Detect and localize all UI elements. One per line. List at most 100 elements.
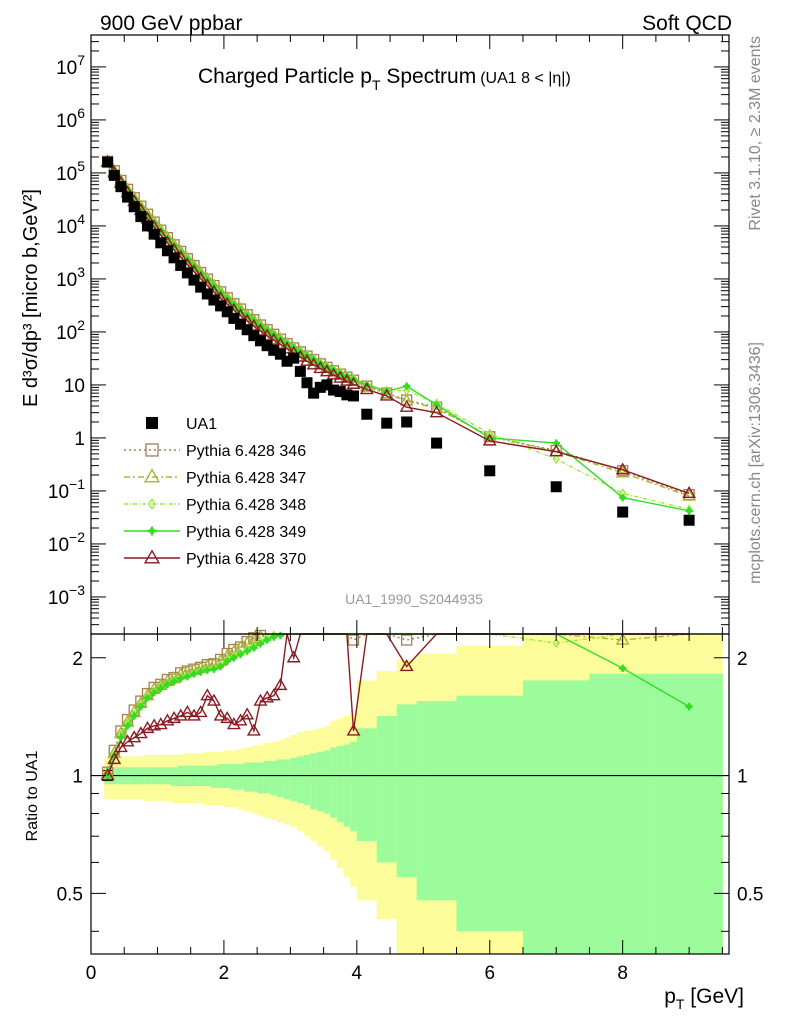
ratio-2-point-43 [552, 637, 560, 649]
ratio-4-point-11 [173, 708, 188, 721]
chart-title-main: Charged Particle p [198, 65, 372, 88]
data-point-25 [268, 344, 280, 356]
ratio-4-point-21 [240, 707, 255, 720]
ratio-4-point-28 [286, 650, 301, 663]
y-tick-label-6: 103 [56, 264, 85, 291]
ratio-3-point-17-ring [217, 663, 224, 670]
band-green-44 [589, 673, 657, 954]
data-point-43 [550, 481, 562, 493]
band-green-38 [356, 728, 378, 842]
legend-label-3: Pythia 6.428 348 [186, 497, 306, 514]
band-green-41 [416, 701, 458, 901]
data-point-3 [122, 191, 134, 203]
band-green-28 [290, 757, 298, 802]
uncertainty-bands [91, 634, 729, 954]
x-axis-label-sub: T [676, 996, 685, 1012]
x-tick-label-2: 4 [352, 963, 363, 984]
data-point-32 [314, 381, 326, 393]
y-tick-label-2: 10−1 [48, 476, 85, 503]
data-point-39 [381, 417, 393, 429]
side-label-mcplots: mcplots.cern.ch [arXiv:1306.3436] [747, 342, 764, 584]
data-point-37 [348, 390, 360, 402]
ratio-3-point-45-ring [686, 703, 692, 710]
data-point-0 [102, 156, 114, 168]
series-4-point-39 [379, 388, 394, 401]
ratio-4-point-3 [120, 734, 135, 747]
data-point-8 [155, 237, 167, 249]
band-green-33 [323, 750, 331, 814]
ratio-3-point-20-ring [237, 651, 244, 658]
data-point-1 [108, 169, 120, 181]
legend-label-2: Pythia 6.428 347 [186, 470, 306, 487]
ratio-tick-label-left-0: 0.5 [57, 884, 83, 905]
ratio-4-point-1 [107, 751, 122, 765]
header-left: 900 GeV ppbar [100, 12, 242, 35]
series-3-point-44-ring [620, 494, 626, 501]
band-green-24 [263, 760, 271, 794]
ratio-4-point-19 [226, 717, 241, 730]
series-3-point-40-ring [404, 383, 410, 389]
band-green-10 [170, 767, 178, 787]
ratio-4-point-40 [399, 659, 414, 672]
x-axis-label: pT [GeV] [664, 985, 744, 1012]
data-point-21 [241, 324, 253, 336]
data-point-4 [128, 201, 140, 213]
ratio-3-point-18-ring [224, 658, 230, 664]
main-frame [90, 34, 730, 635]
header-right: Soft QCD [642, 12, 732, 35]
legend-label-0: UA1 [186, 416, 217, 433]
y-tick-label-0: 10−3 [48, 582, 85, 609]
ratio-tick-label-right-2: 2 [737, 649, 748, 670]
y-tick-label-4: 10 [64, 376, 85, 397]
data-point-13 [188, 274, 200, 286]
ratio-3-point-44-ring [620, 665, 626, 671]
series-4-point-35 [333, 370, 348, 383]
legend-marker-4 [147, 526, 157, 536]
band-green-35 [336, 746, 345, 823]
series-3-point-19-ring [231, 301, 237, 308]
analysis-id: UA1_1990_S2044935 [345, 591, 483, 607]
ratio-3-point-2-ring [118, 734, 124, 741]
series-4-point-41 [429, 405, 444, 418]
legend-marker-2 [143, 468, 161, 483]
ratio-0-point-40 [401, 634, 413, 646]
series-1-point-44 [615, 465, 630, 478]
ratio-4-point-18 [220, 710, 235, 724]
data-point-22 [248, 330, 260, 342]
ratio-3-point-4-ring [131, 713, 137, 719]
data-point-15 [201, 288, 213, 300]
ratio-4-point-13 [187, 708, 201, 721]
series-2-point-43 [552, 453, 560, 465]
chart-title-note: (UA1 8 < |η|) [480, 70, 571, 87]
data-point-31 [308, 387, 320, 399]
band-green-16 [210, 765, 218, 788]
x-axis-label-unit: [GeV] [684, 985, 744, 1008]
data-point-11 [175, 259, 187, 271]
band-green-23 [257, 762, 265, 794]
data-point-33 [321, 379, 333, 391]
ratio-4-point-0 [100, 768, 115, 781]
ratio-4-point-22 [246, 723, 261, 736]
ratio-3-point-16-ring [211, 666, 217, 672]
data-point-18 [221, 306, 233, 318]
ratio-tick-label-right-1: 1 [737, 767, 748, 788]
data-point-27 [281, 355, 293, 367]
data-point-29 [294, 365, 306, 377]
x-axis-label-main: p [664, 985, 676, 1008]
band-green-32 [316, 751, 325, 812]
ratio-3-point-24-ring [264, 637, 270, 643]
band-green-25 [270, 760, 278, 796]
series-4-point-40 [399, 399, 414, 412]
data-point-28 [288, 352, 300, 364]
legend: UA1 Pythia 6.428 346 Pythia 6.428 347 Pythi… [124, 416, 306, 568]
data-point-14 [195, 281, 207, 293]
band-green-31 [310, 753, 318, 810]
y-tick-label-10: 107 [56, 52, 85, 79]
data-point-17 [215, 300, 227, 312]
data-point-10 [168, 252, 180, 264]
ratio-tick-label-left-2: 2 [72, 649, 83, 670]
data-point-26 [274, 348, 286, 360]
series-1-point-40 [399, 393, 414, 406]
series-3-point-21-ring [244, 312, 250, 319]
